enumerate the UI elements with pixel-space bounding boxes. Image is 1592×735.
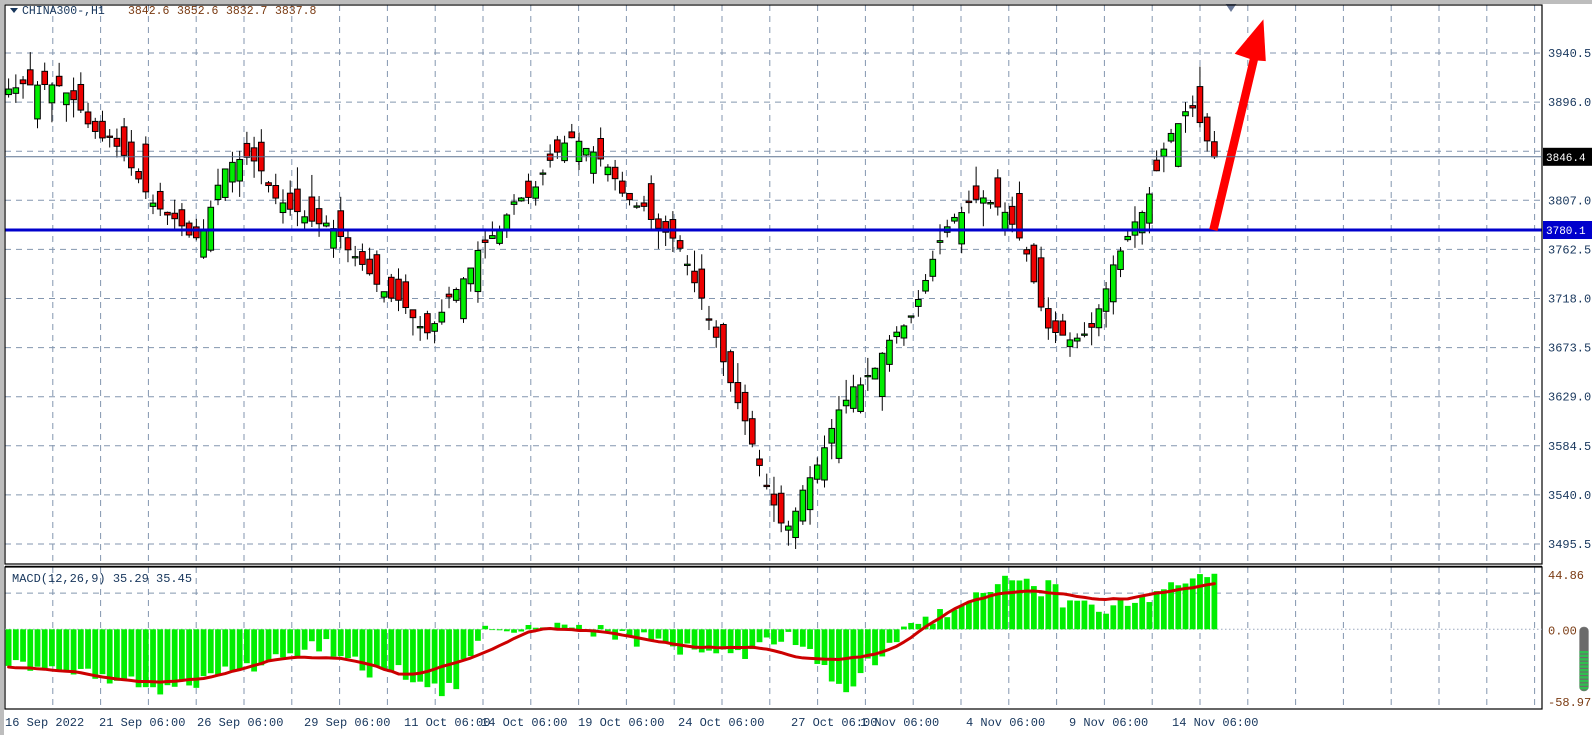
svg-text:3629.0: 3629.0	[1548, 391, 1591, 405]
svg-text:3540.0: 3540.0	[1548, 489, 1591, 503]
svg-text:3762.5: 3762.5	[1548, 243, 1591, 257]
svg-text:19 Oct 06:00: 19 Oct 06:00	[578, 716, 664, 730]
svg-text:3584.5: 3584.5	[1548, 440, 1591, 454]
svg-text:3807.0: 3807.0	[1548, 194, 1591, 208]
svg-text:3852.6: 3852.6	[177, 5, 219, 18]
svg-text:26 Sep 06:00: 26 Sep 06:00	[197, 716, 283, 730]
svg-text:14 Oct 06:00: 14 Oct 06:00	[481, 716, 567, 730]
svg-text:3718.0: 3718.0	[1548, 293, 1591, 307]
svg-text:21 Sep 06:00: 21 Sep 06:00	[99, 716, 185, 730]
svg-text:3896.0: 3896.0	[1548, 96, 1591, 110]
svg-text:11 Oct 06:00: 11 Oct 06:00	[404, 716, 490, 730]
svg-text:0.00: 0.00	[1548, 624, 1577, 638]
svg-text:24 Oct 06:00: 24 Oct 06:00	[678, 716, 764, 730]
svg-text:14 Nov 06:00: 14 Nov 06:00	[1172, 716, 1258, 730]
svg-text:4 Nov 06:00: 4 Nov 06:00	[966, 716, 1045, 730]
svg-text:3846.4: 3846.4	[1546, 153, 1586, 165]
svg-text:9 Nov 06:00: 9 Nov 06:00	[1069, 716, 1148, 730]
svg-text:3842.6: 3842.6	[128, 5, 170, 18]
svg-text:CHINA300-,H1: CHINA300-,H1	[22, 5, 105, 18]
svg-text:MACD(12,26,9) 35.29 35.45: MACD(12,26,9) 35.29 35.45	[12, 572, 192, 586]
svg-text:44.86: 44.86	[1548, 569, 1584, 583]
svg-text:3837.8: 3837.8	[275, 5, 317, 18]
svg-text:3673.5: 3673.5	[1548, 342, 1591, 356]
svg-text:3780.1: 3780.1	[1546, 226, 1586, 238]
svg-text:1 Nov 06:00: 1 Nov 06:00	[860, 716, 939, 730]
svg-text:16 Sep 2022: 16 Sep 2022	[5, 716, 84, 730]
svg-text:3940.5: 3940.5	[1548, 47, 1591, 61]
svg-text:3832.7: 3832.7	[226, 5, 267, 18]
svg-text:3495.5: 3495.5	[1548, 538, 1591, 552]
svg-text:-58.97: -58.97	[1548, 696, 1591, 710]
svg-text:29 Sep 06:00: 29 Sep 06:00	[304, 716, 390, 730]
